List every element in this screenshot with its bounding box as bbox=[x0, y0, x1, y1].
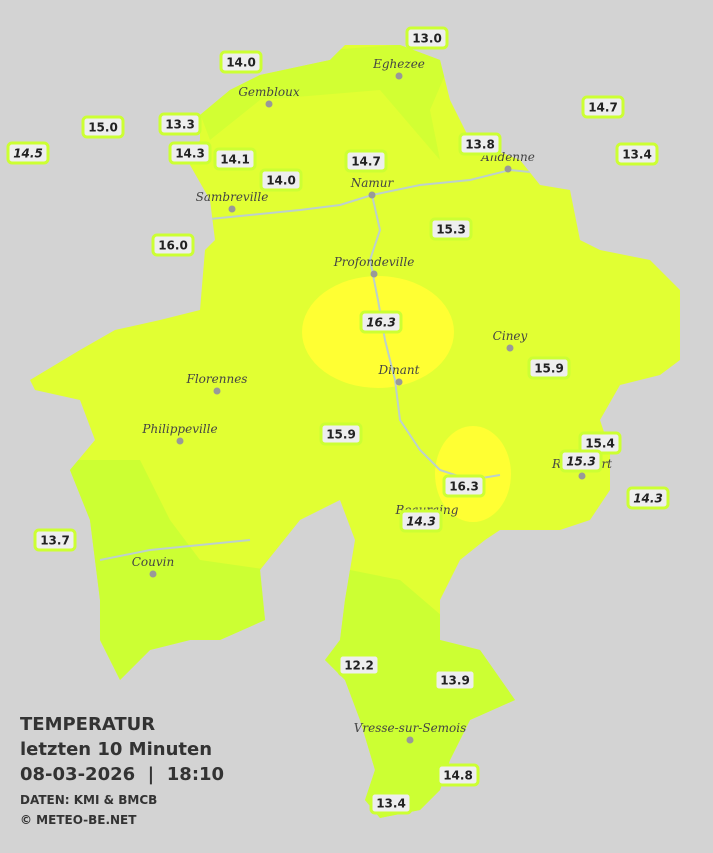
station-value: 16.3 bbox=[366, 316, 396, 330]
station-value: 13.9 bbox=[440, 674, 470, 688]
legend-datetime: 08-03-2026 | 18:10 bbox=[20, 764, 224, 785]
station-value: 13.4 bbox=[622, 148, 652, 162]
station-box bbox=[405, 26, 449, 50]
river bbox=[99, 539, 251, 561]
station-box bbox=[151, 233, 195, 257]
station-box bbox=[319, 422, 363, 446]
town-name: Dinant bbox=[378, 363, 420, 377]
station-value: 15.3 bbox=[566, 455, 596, 469]
station-value: 14.3 bbox=[175, 147, 205, 161]
town-name: Profondeville bbox=[333, 255, 415, 269]
town-dot bbox=[265, 100, 273, 108]
station-value: 12.2 bbox=[344, 659, 374, 673]
station-value: 13.8 bbox=[465, 138, 495, 152]
town-name: Gembloux bbox=[238, 85, 300, 99]
river bbox=[368, 194, 501, 482]
station-box bbox=[626, 486, 670, 510]
station-value: 13.7 bbox=[40, 534, 70, 548]
station-box bbox=[436, 763, 480, 787]
station-box bbox=[429, 217, 473, 241]
station-box bbox=[259, 168, 303, 192]
station-box bbox=[559, 449, 603, 473]
town-dot bbox=[149, 570, 157, 578]
temp-zone bbox=[435, 426, 511, 522]
town-dot bbox=[578, 472, 586, 480]
town-dot bbox=[176, 437, 184, 445]
town-name: Namur bbox=[350, 176, 395, 190]
station-box bbox=[581, 95, 625, 119]
station-box bbox=[369, 791, 413, 815]
town-name: Philippeville bbox=[141, 422, 217, 436]
legend-source: DATEN: KMI & BMCB bbox=[20, 793, 157, 807]
station-box bbox=[337, 653, 381, 677]
station-value: 14.7 bbox=[588, 101, 618, 115]
town-name: Florennes bbox=[186, 372, 248, 386]
town-dot bbox=[395, 378, 403, 386]
legend-copyright: © METEO-BE.NET bbox=[20, 813, 137, 827]
town-dot bbox=[370, 270, 378, 278]
station-box bbox=[359, 310, 403, 334]
station-value: 14.5 bbox=[13, 147, 43, 161]
town-dot bbox=[228, 205, 236, 213]
station-value: 14.8 bbox=[443, 769, 473, 783]
station-value: 13.0 bbox=[412, 32, 442, 46]
town-dot bbox=[213, 387, 221, 395]
station-value: 16.3 bbox=[449, 480, 479, 494]
legend-title: TEMPERATUR bbox=[20, 714, 155, 735]
town-name: Couvin bbox=[132, 555, 174, 569]
station-box bbox=[442, 474, 486, 498]
station-value: 15.9 bbox=[326, 428, 356, 442]
town-name: Vresse-sur-Semois bbox=[354, 721, 467, 735]
town-name: Ciney bbox=[493, 329, 528, 343]
station-box bbox=[399, 509, 443, 533]
town-name: Eghezee bbox=[372, 57, 425, 71]
station-value: 14.0 bbox=[226, 56, 256, 70]
station-box bbox=[158, 112, 202, 136]
town-name: Sambreville bbox=[196, 190, 269, 204]
station-box bbox=[219, 50, 263, 74]
town-dot bbox=[504, 165, 512, 173]
station-box bbox=[344, 149, 388, 173]
station-value: 15.4 bbox=[585, 437, 615, 451]
town-dot bbox=[368, 191, 376, 199]
town-dot bbox=[406, 736, 414, 744]
station-box bbox=[527, 356, 571, 380]
station-value: 16.0 bbox=[158, 239, 188, 253]
town-dot bbox=[395, 72, 403, 80]
station-box bbox=[81, 115, 125, 139]
station-value: 14.7 bbox=[351, 155, 381, 169]
station-value: 14.3 bbox=[406, 515, 436, 529]
station-value: 14.1 bbox=[220, 153, 250, 167]
station-box bbox=[33, 528, 77, 552]
station-box bbox=[433, 668, 477, 692]
station-value: 15.3 bbox=[436, 223, 466, 237]
station-value: 14.0 bbox=[266, 174, 296, 188]
station-box bbox=[458, 132, 502, 156]
station-box bbox=[168, 141, 212, 165]
stations: 13.0 14.0 14.7 15.0 13.3 14.5 14.3 14.1 13.8 13.4… bbox=[6, 26, 670, 815]
legend: TEMPERATUR letzten 10 Minuten 08-03-2026… bbox=[20, 714, 224, 827]
station-box bbox=[615, 142, 659, 166]
legend-period: letzten 10 Minuten bbox=[20, 739, 212, 760]
station-value: 15.9 bbox=[534, 362, 564, 376]
station-value: 13.3 bbox=[165, 118, 195, 132]
station-value: 13.4 bbox=[376, 797, 406, 811]
station-value: 15.0 bbox=[88, 121, 118, 135]
town-dot bbox=[506, 344, 514, 352]
station-value: 14.3 bbox=[633, 492, 663, 506]
station-box bbox=[213, 147, 257, 171]
station-box bbox=[6, 141, 50, 165]
